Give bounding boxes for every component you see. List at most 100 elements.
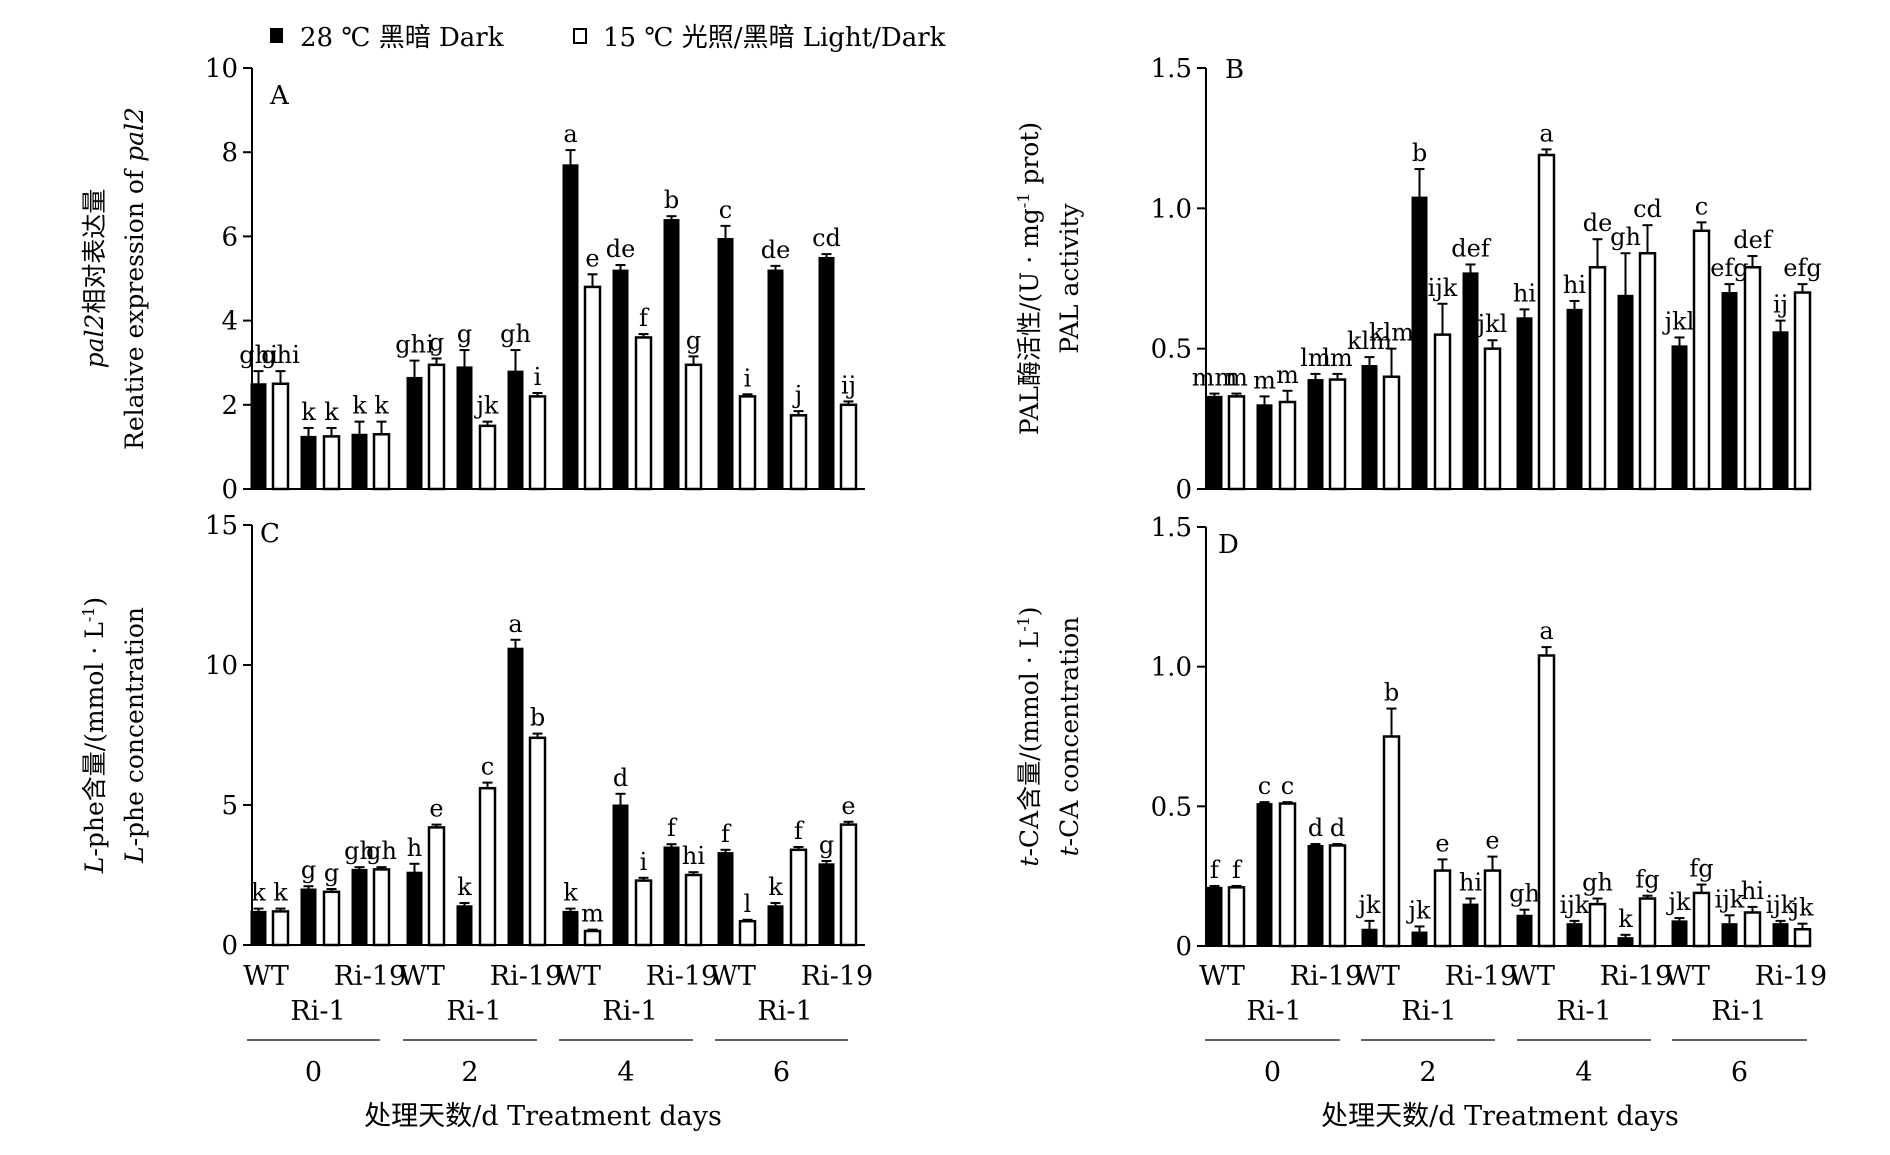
day-label: 4	[617, 1057, 634, 1088]
bar-light	[583, 285, 602, 491]
y-tick-label: 4	[221, 307, 238, 337]
significance-letter: d	[1330, 814, 1345, 842]
significance-letter: jkl	[1475, 310, 1508, 338]
panel-letter: D	[1218, 530, 1239, 560]
genotype-label: WT	[555, 961, 601, 992]
significance-letter: m	[1225, 364, 1248, 392]
significance-letter: j	[792, 381, 802, 409]
y-axis-label-text: PAL activity	[1055, 202, 1084, 353]
bar-dark	[456, 905, 473, 946]
significance-letter: k	[457, 873, 472, 901]
bar-dark	[1617, 937, 1634, 947]
significance-letter: b	[1384, 679, 1399, 707]
bar-light	[1743, 911, 1762, 948]
bar-light	[1588, 266, 1607, 491]
bar-light	[839, 403, 858, 491]
y-tick-label: 0	[1175, 932, 1192, 962]
significance-letter: i	[640, 848, 648, 876]
y-tick-label: 1.5	[1151, 513, 1192, 543]
y-axis-label-italic: t	[1055, 845, 1084, 856]
bar-light	[478, 424, 497, 491]
bar-dark	[1516, 914, 1533, 947]
y-axis-label-text: PAL酶活性/(U · mg	[1015, 208, 1044, 435]
bar-dark	[406, 376, 423, 490]
significance-letter: de	[761, 236, 791, 264]
significance-letter: hi	[1563, 271, 1586, 299]
y-axis-label-sup: -1	[79, 607, 98, 623]
significance-letter: g	[819, 831, 834, 859]
x-axis-title: 处理天数/d Treatment days	[364, 1101, 722, 1132]
significance-letter: c	[1281, 772, 1294, 800]
y-axis-label-italic: t	[1015, 856, 1044, 867]
genotype-label: Ri-19	[334, 961, 406, 992]
significance-letter: k	[1618, 905, 1633, 933]
significance-letter: g	[324, 859, 339, 887]
significance-letter: gh	[1610, 223, 1641, 251]
significance-letter: e	[585, 244, 599, 272]
significance-letter: f	[794, 817, 805, 845]
significance-letter: e	[1485, 827, 1499, 855]
significance-letter: e	[429, 795, 443, 823]
significance-letter: l	[744, 890, 752, 918]
genotype-label: Ri-1	[1246, 996, 1301, 1027]
significance-letter: f	[1210, 856, 1221, 884]
bar-dark	[456, 366, 473, 490]
bar-light	[1793, 291, 1812, 491]
x-axis-left: WTRi-1Ri-190WTRi-1Ri-192WTRi-1Ri-194WTRi…	[243, 961, 873, 1132]
bar-light	[1692, 891, 1711, 948]
panel-b: 0 0.5 1.0 1.5 B PAL酶活性/(U · mg-1 prot) PAL act…	[1014, 54, 1822, 505]
x-axis-title: 处理天数/d Treatment days	[1321, 1101, 1679, 1132]
significance-letter: jk	[1789, 894, 1814, 922]
genotype-label: WT	[243, 961, 289, 992]
bar-light	[528, 736, 547, 947]
legend-label-light: 15 ℃ 光照/黑暗 Light/Dark	[603, 23, 946, 53]
y-axis-label-italic: pal2	[120, 107, 149, 162]
y-tick-label: 8	[221, 138, 238, 168]
significance-letter: de	[1583, 209, 1613, 237]
y-axis-label-en: Relative expression of pal2	[120, 107, 149, 450]
significance-letter: jk	[1406, 896, 1431, 924]
panel-letter: B	[1225, 55, 1244, 85]
significance-letter: i	[744, 364, 752, 392]
significance-letter: k	[768, 873, 783, 901]
y-axis-label-tail: )	[1015, 606, 1044, 616]
significance-letter: def	[1733, 226, 1774, 254]
bar-dark	[1772, 923, 1789, 947]
bar-light	[839, 823, 858, 947]
bar-light	[1588, 902, 1607, 948]
genotype-label: WT	[1354, 961, 1400, 992]
bar-dark	[250, 910, 267, 946]
significance-letter: m	[1253, 366, 1276, 394]
significance-letter: k	[563, 879, 578, 907]
genotype-label: Ri-19	[1445, 961, 1517, 992]
bar-dark	[507, 370, 524, 490]
bar-light	[1537, 654, 1556, 948]
significance-letter: f	[639, 304, 650, 332]
genotype-label: Ri-1	[1401, 996, 1456, 1027]
bar-dark	[1516, 317, 1533, 490]
genotype-label: WT	[1664, 961, 1710, 992]
genotype-label: Ri-19	[801, 961, 873, 992]
bar-light	[1793, 927, 1812, 948]
significance-letter: c	[481, 753, 494, 781]
genotype-label: Ri-19	[490, 961, 562, 992]
y-tick-label: 0.5	[1151, 792, 1192, 822]
bar-light	[1743, 266, 1762, 491]
significance-letter: k	[374, 392, 389, 420]
significance-letter: f	[1232, 856, 1243, 884]
y-tick-label: 0	[221, 931, 238, 961]
significance-letter: a	[563, 120, 577, 148]
bar-light	[372, 433, 391, 491]
y-tick-label: 1.5	[1151, 54, 1192, 84]
y-axis-label-sup: -1	[1014, 616, 1033, 632]
significance-letter: g	[301, 856, 316, 884]
panel-d: 00.51.01.5Dt-CA含量/(mmol · L-1)t-CA conce…	[1014, 513, 1814, 962]
genotype-label: WT	[399, 961, 445, 992]
significance-letter: de	[606, 235, 636, 263]
day-label: 0	[1264, 1057, 1281, 1088]
significance-letter: fg	[1689, 855, 1713, 883]
bar-light	[634, 336, 653, 491]
y-tick-label: 0	[221, 475, 238, 505]
bar-light	[427, 363, 446, 491]
bar-dark	[351, 433, 368, 490]
